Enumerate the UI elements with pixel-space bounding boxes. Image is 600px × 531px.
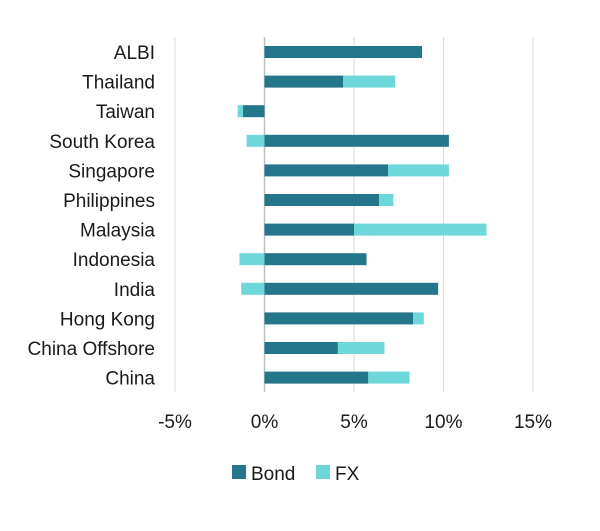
bar-bond [264,46,423,58]
bar-bond [264,371,369,384]
bar-bond [243,105,265,118]
category-label: Philippines [63,191,155,212]
bar-bond [264,164,389,177]
bars-group [237,46,487,384]
legend-swatch-bond [232,465,246,479]
category-labels: ALBI Thailand Taiwan South Korea Singapore Ph… [28,43,156,390]
bar-fx [241,282,265,295]
bar-fx [368,371,410,384]
legend-swatch-fx [316,465,330,479]
legend: Bond FX [232,464,360,485]
bar-bond [264,194,380,206]
x-tick-label: 15% [514,412,552,433]
bar-fx [343,75,396,88]
category-label: Hong Kong [60,309,155,330]
category-label: Singapore [68,161,155,182]
bar-bond [264,223,354,236]
x-tick-label: 10% [424,412,462,433]
bar-fx [413,312,424,325]
x-tick-label: 0% [251,412,279,433]
category-label: South Korea [49,132,155,153]
bar-fx [379,194,394,206]
category-label: China Offshore [28,339,155,360]
bar-fx [246,134,265,147]
category-label: Taiwan [96,102,155,123]
legend-label-bond: Bond [251,464,295,485]
bar-fx [388,164,449,177]
x-axis-tick-labels: -5% 0% 5% 10% 15% [158,412,552,433]
x-tick-label: 5% [340,412,368,433]
bar-bond [264,134,449,147]
bar-bond [264,253,367,266]
bar-fx [354,223,487,236]
bar-bond [264,342,338,354]
vertical-gridlines [174,37,534,392]
category-label: ALBI [114,43,155,64]
category-label: Indonesia [73,250,156,271]
category-label: China [105,369,155,390]
bar-fx [337,342,385,354]
bar-bond [264,75,344,88]
bar-fx [239,253,265,266]
category-label: India [114,280,156,301]
bar-bond [264,282,439,295]
bar-fx [237,105,244,118]
x-tick-label: -5% [158,412,192,433]
bar-bond [264,312,414,325]
legend-label-fx: FX [335,464,360,485]
category-label: Malaysia [80,221,155,242]
category-label: Thailand [82,73,155,94]
